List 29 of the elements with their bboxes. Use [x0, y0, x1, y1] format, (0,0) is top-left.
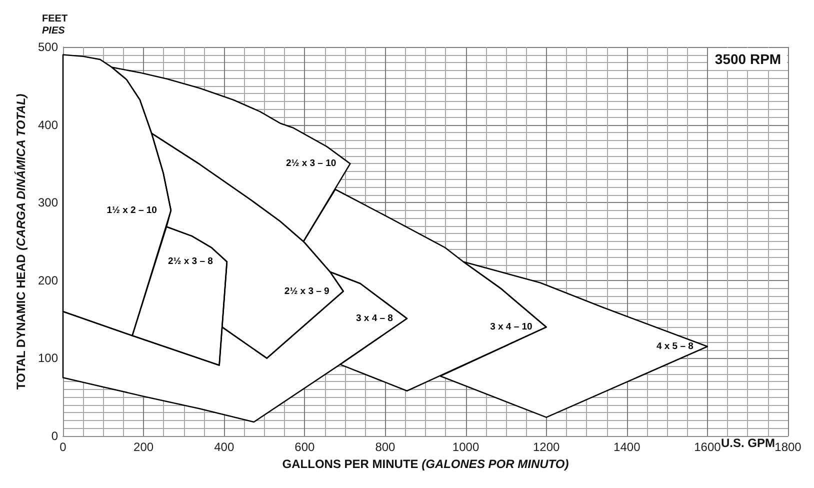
x-tick-label: 1400	[614, 440, 641, 454]
x-tick-label: 0	[60, 440, 67, 454]
x-tick-label: 600	[294, 440, 315, 454]
annotation: U.S. GPM	[720, 436, 776, 450]
series-label: 1½ x 2 – 10	[106, 204, 157, 216]
x-axis-title: GALLONS PER MINUTE (GALONES POR MINUTO)	[282, 457, 569, 471]
x-tick-label: 1800	[774, 440, 802, 454]
text: PIES	[42, 26, 66, 36]
x-tick-label: 400	[214, 440, 234, 454]
annotation: 3500 RPM	[714, 51, 782, 67]
y-tick-label: 100	[38, 351, 58, 366]
text: FEET	[42, 14, 68, 24]
y-tick-label: 400	[38, 118, 58, 132]
x-tick-label: 1000	[452, 440, 480, 454]
series-label: 2½ x 3 – 8	[168, 256, 213, 268]
series-label: 2½ x 3 – 9	[284, 286, 330, 297]
x-tick-label: 800	[375, 440, 396, 454]
y-tick-label: 200	[38, 273, 58, 288]
x-tick-label: 200	[134, 440, 154, 454]
series-label: 2½ x 3 – 10	[286, 158, 336, 170]
y-tick-label: 300	[38, 196, 58, 210]
x-tick-label: 1600	[694, 440, 722, 454]
y-tick-label: 500	[38, 40, 58, 54]
y-axis-title: TOTAL DYNAMIC HEAD (CARGA DINÁMICA TOTAL)	[14, 94, 28, 390]
x-tick-label: 1200	[532, 440, 560, 454]
y-tick-label: 0	[51, 429, 58, 443]
series-label: 3 x 4 – 10	[490, 322, 532, 333]
series-label: 3 x 4 – 8	[356, 313, 393, 324]
series-label: 4 x 5 – 8	[656, 341, 694, 352]
